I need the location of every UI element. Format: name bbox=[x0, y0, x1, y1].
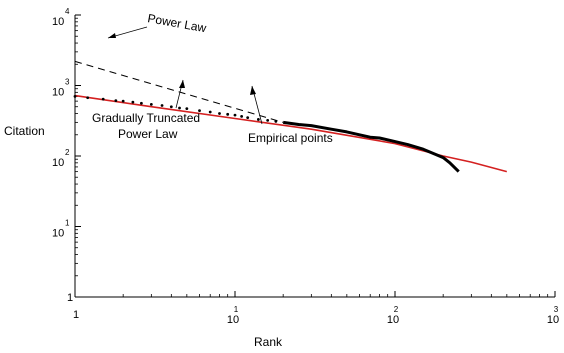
empirical-point bbox=[101, 97, 105, 101]
x-axis-label: Rank bbox=[254, 335, 283, 349]
axes-group bbox=[74, 15, 555, 298]
series-group bbox=[73, 60, 508, 173]
empirical-point bbox=[226, 112, 230, 116]
y-tick-label: 10 bbox=[52, 157, 64, 169]
x-tick-exponent: 1 bbox=[234, 305, 239, 314]
y-axis-label: Citation bbox=[4, 124, 45, 138]
empirical-point bbox=[131, 100, 135, 104]
empirical-point bbox=[178, 106, 181, 110]
x-tick-label: 10 bbox=[227, 314, 239, 326]
y-tick-exponent: 3 bbox=[65, 78, 70, 87]
y-tick-label: 1 bbox=[67, 292, 73, 304]
x-tick-label: 10 bbox=[387, 314, 399, 326]
arrowhead-power-law bbox=[108, 33, 116, 38]
y-tick-label: 10 bbox=[52, 228, 64, 240]
empirical-point bbox=[185, 107, 189, 111]
empirical-point bbox=[246, 116, 250, 120]
empirical-point bbox=[114, 99, 118, 103]
empirical-point bbox=[73, 95, 77, 98]
empirical-point bbox=[218, 112, 221, 115]
empirical-points-dense-line bbox=[282, 120, 460, 173]
x-tick-label: 10 bbox=[547, 314, 559, 326]
x-tick-label: 1 bbox=[73, 309, 79, 321]
annotation-gtpl-line2: Power Law bbox=[118, 127, 178, 141]
power-law-line bbox=[74, 60, 284, 123]
y-tick-label: 10 bbox=[52, 16, 64, 28]
empirical-point bbox=[198, 109, 201, 113]
arrowhead-gtpl bbox=[179, 80, 185, 88]
empirical-point bbox=[169, 105, 173, 109]
gradually-truncated-power-law-line bbox=[74, 94, 508, 173]
arrowhead-empirical bbox=[250, 86, 256, 95]
annotation-empirical: Empirical points bbox=[248, 131, 333, 145]
empirical-point bbox=[86, 96, 90, 100]
empirical-point bbox=[160, 104, 164, 107]
empirical-point bbox=[274, 119, 278, 123]
empirical-point bbox=[121, 99, 125, 103]
y-tick-exponent: 2 bbox=[65, 148, 70, 157]
empirical-point bbox=[256, 118, 260, 121]
y-tick-exponent: 1 bbox=[65, 219, 70, 228]
annotation-gtpl-line1: Gradually Truncated bbox=[92, 111, 200, 125]
empirical-point bbox=[149, 102, 153, 106]
x-tick-exponent: 2 bbox=[394, 305, 399, 314]
annotation-power-law: Power Law bbox=[146, 11, 207, 35]
empirical-point bbox=[240, 114, 244, 118]
x-tick-exponent: 3 bbox=[554, 305, 559, 314]
empirical-point bbox=[139, 101, 143, 105]
y-tick-label: 10 bbox=[52, 87, 64, 99]
empirical-point bbox=[208, 110, 212, 114]
y-tick-exponent: 4 bbox=[65, 7, 70, 16]
empirical-point bbox=[266, 118, 270, 122]
empirical-point bbox=[233, 113, 237, 117]
